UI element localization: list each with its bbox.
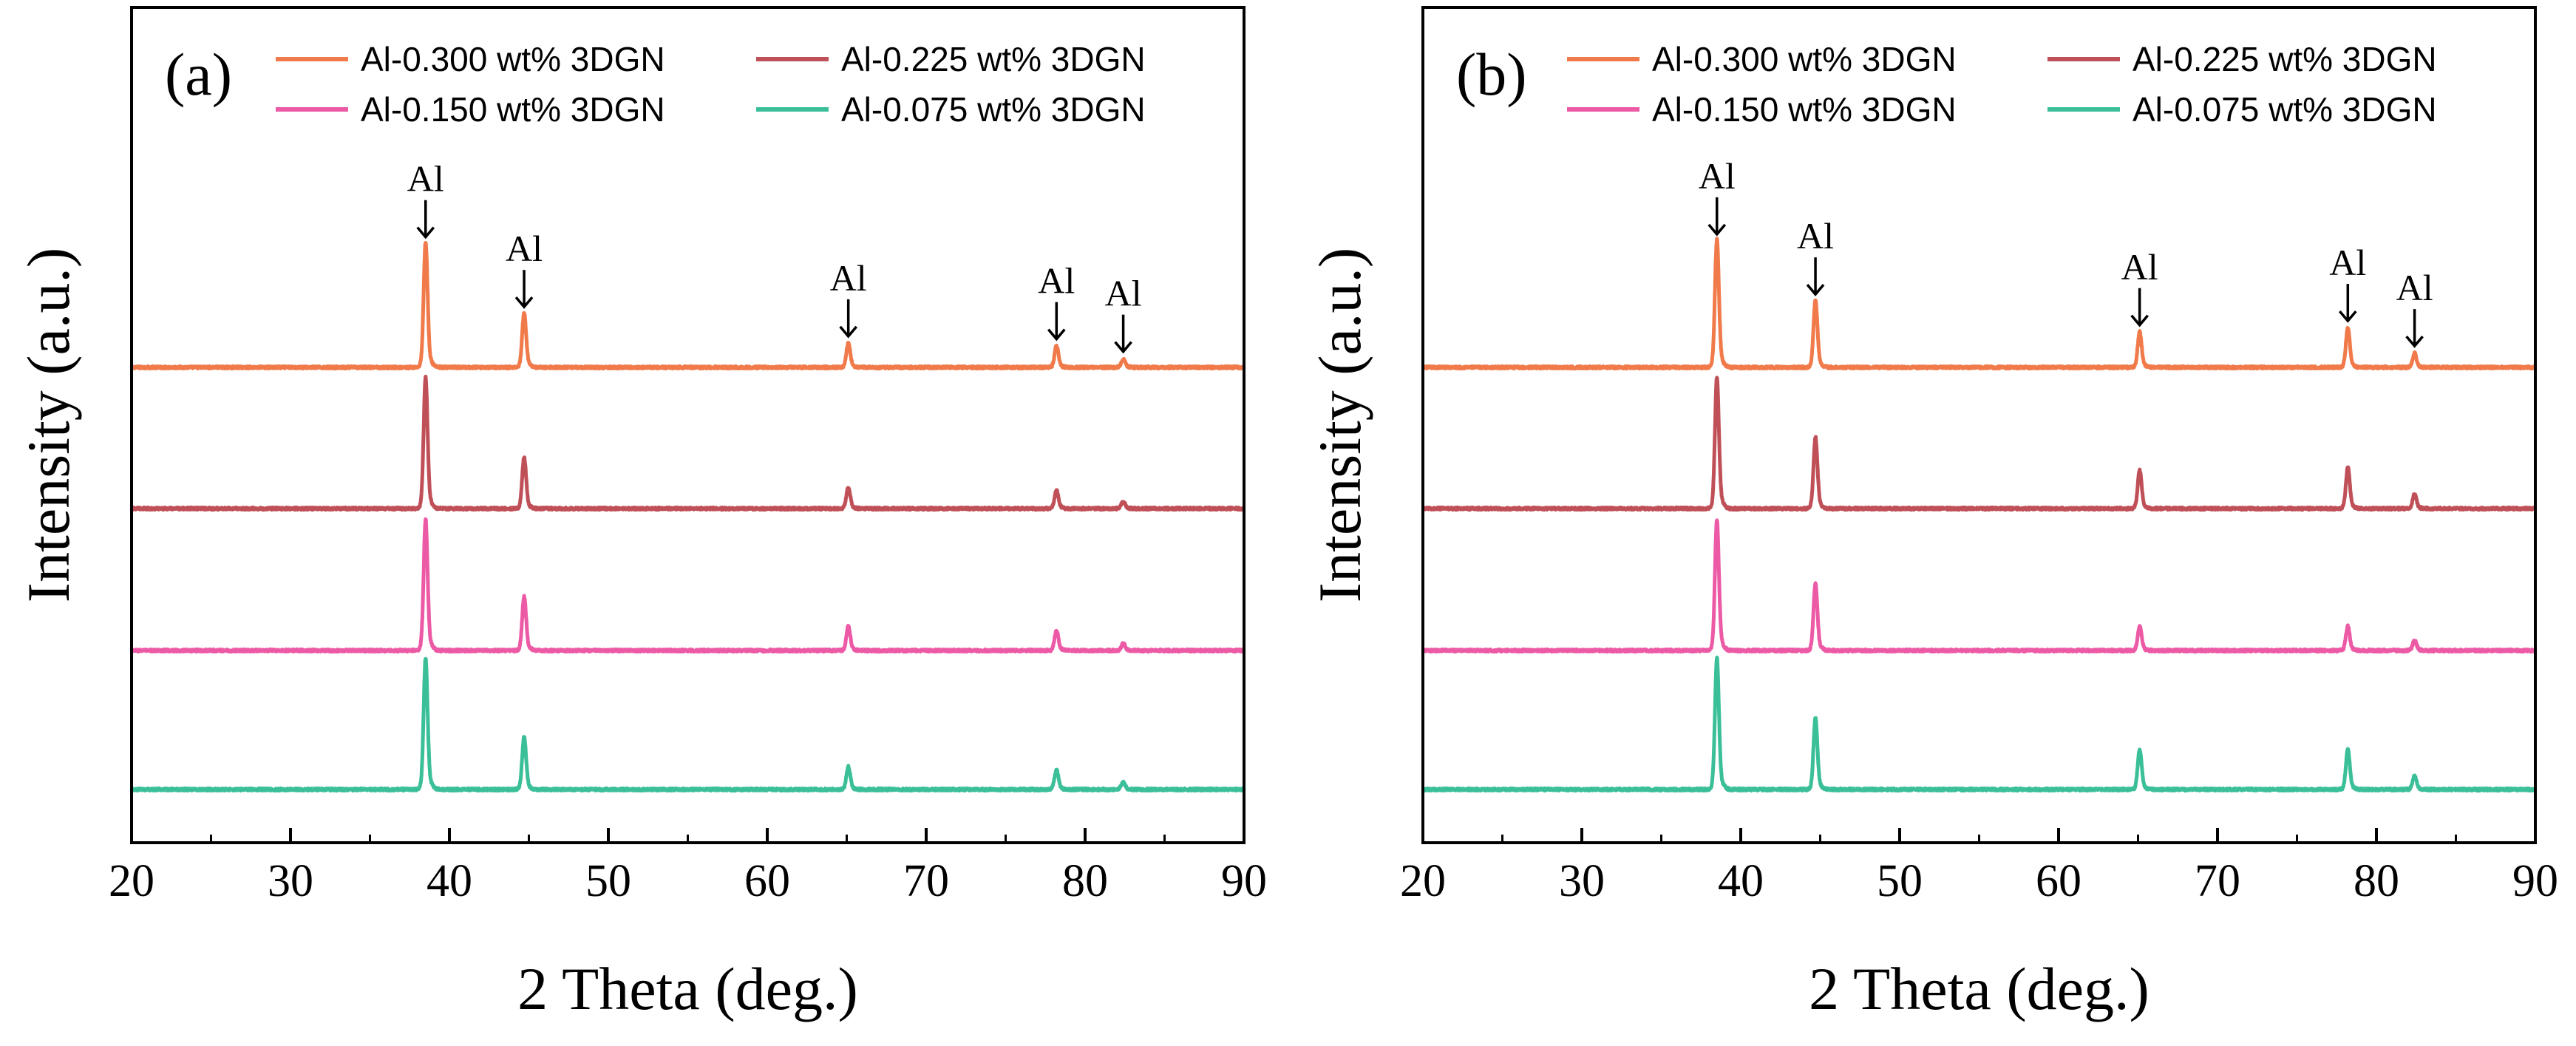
peak-annotation: Al [2329,242,2366,323]
peak-annotation: Al [2121,246,2158,327]
x-tick-label: 30 [1559,856,1605,906]
series-line-3 [129,656,1246,793]
legend-label: Al-0.225 wt% 3DGN [841,40,1146,78]
x-tick-label: 20 [109,856,154,906]
peak-annotation: Al [1105,273,1142,354]
chart-panel-b: 20 30 40 50 60 70 80 90 2 Theta (deg.) Intensity … [1306,6,2558,1022]
annotation-arrow-head [2338,310,2357,323]
legend-label: Al-0.300 wt% 3DGN [1652,40,1957,78]
peak-annotation: Al [506,228,543,309]
x-tick-label: 60 [2036,856,2081,906]
annotation-arrow-head [1114,341,1132,354]
annotation-label: Al [830,257,867,299]
x-tick-label: 30 [268,856,313,906]
annotation-arrow-head [514,296,534,309]
x-tick-label: 60 [744,856,790,906]
plot-frame [1421,6,2537,844]
peak-annotation: Al [2396,267,2433,348]
annotation-arrow-head [839,325,857,339]
x-axis-label: 2 Theta (deg.) [1809,955,2150,1022]
annotation-label: Al [1038,260,1075,302]
legend-label: Al-0.075 wt% 3DGN [2132,90,2437,129]
x-tick-label: 50 [1877,856,1923,906]
legend: Al-0.300 wt% 3DGN Al-0.225 wt% 3DGN Al-0.1… [1567,40,2437,129]
annotation-label: Al [2121,246,2158,288]
annotation-arrow-head [416,226,435,240]
x-tick-label: 40 [426,856,472,906]
annotation-label: Al [2329,242,2366,283]
panel-label: (a) [165,41,232,108]
annotation-label: Al [506,228,543,269]
peak-annotation: Al [1797,215,1834,296]
x-tick-label: 50 [585,856,631,906]
panel-label: (b) [1456,41,1527,108]
x-tick-label: 40 [1718,856,1764,906]
annotation-arrow-head [1806,284,1825,296]
chart-panel-a: 20 30 40 50 60 70 80 90 2 Theta (deg.) Intensity … [15,6,1267,1022]
annotation-label: Al [407,158,444,200]
legend-label: Al-0.075 wt% 3DGN [841,90,1146,129]
legend-label: Al-0.225 wt% 3DGN [2132,40,2437,78]
y-axis-label: Intensity (a.u.) [1306,248,1373,602]
series-line-0 [129,241,1246,371]
legend-label: Al-0.300 wt% 3DGN [361,40,665,78]
annotation-arrow-head [2130,314,2149,327]
peak-annotation: Al [830,257,867,339]
x-tick-label: 90 [2512,856,2558,906]
legend-label: Al-0.150 wt% 3DGN [361,90,665,129]
x-tick-label: 90 [1221,856,1267,906]
x-axis-label: 2 Theta (deg.) [517,955,858,1022]
legend: Al-0.300 wt% 3DGN Al-0.225 wt% 3DGN Al-0.1… [276,40,1146,129]
x-tick-label: 20 [1400,856,1446,906]
y-axis-label: Intensity (a.u.) [15,248,82,602]
annotation-label: Al [1797,215,1834,257]
peak-annotation: Al [407,158,444,240]
plot-frame [130,6,1245,844]
x-tick-label: 80 [1062,856,1108,906]
x-tick-label: 70 [903,856,949,906]
annotation-arrow-head [1047,328,1066,342]
series-line-2 [1421,518,2538,654]
series-line-2 [129,517,1246,654]
annotation-arrow-head [1707,223,1727,237]
series-line-1 [1421,376,2538,512]
x-tick-label: 80 [2354,856,2399,906]
legend-label: Al-0.150 wt% 3DGN [1652,90,1957,129]
annotation-arrow-head [2405,335,2424,348]
peak-annotation: Al [1038,260,1075,342]
series-line-0 [1421,237,2538,371]
series-line-1 [129,374,1246,512]
x-tick-label: 70 [2195,856,2240,906]
annotation-label: Al [1105,273,1142,314]
peak-annotation: Al [1699,155,1736,237]
annotation-label: Al [2396,267,2433,308]
annotation-label: Al [1699,155,1736,197]
series-line-3 [1421,655,2538,793]
